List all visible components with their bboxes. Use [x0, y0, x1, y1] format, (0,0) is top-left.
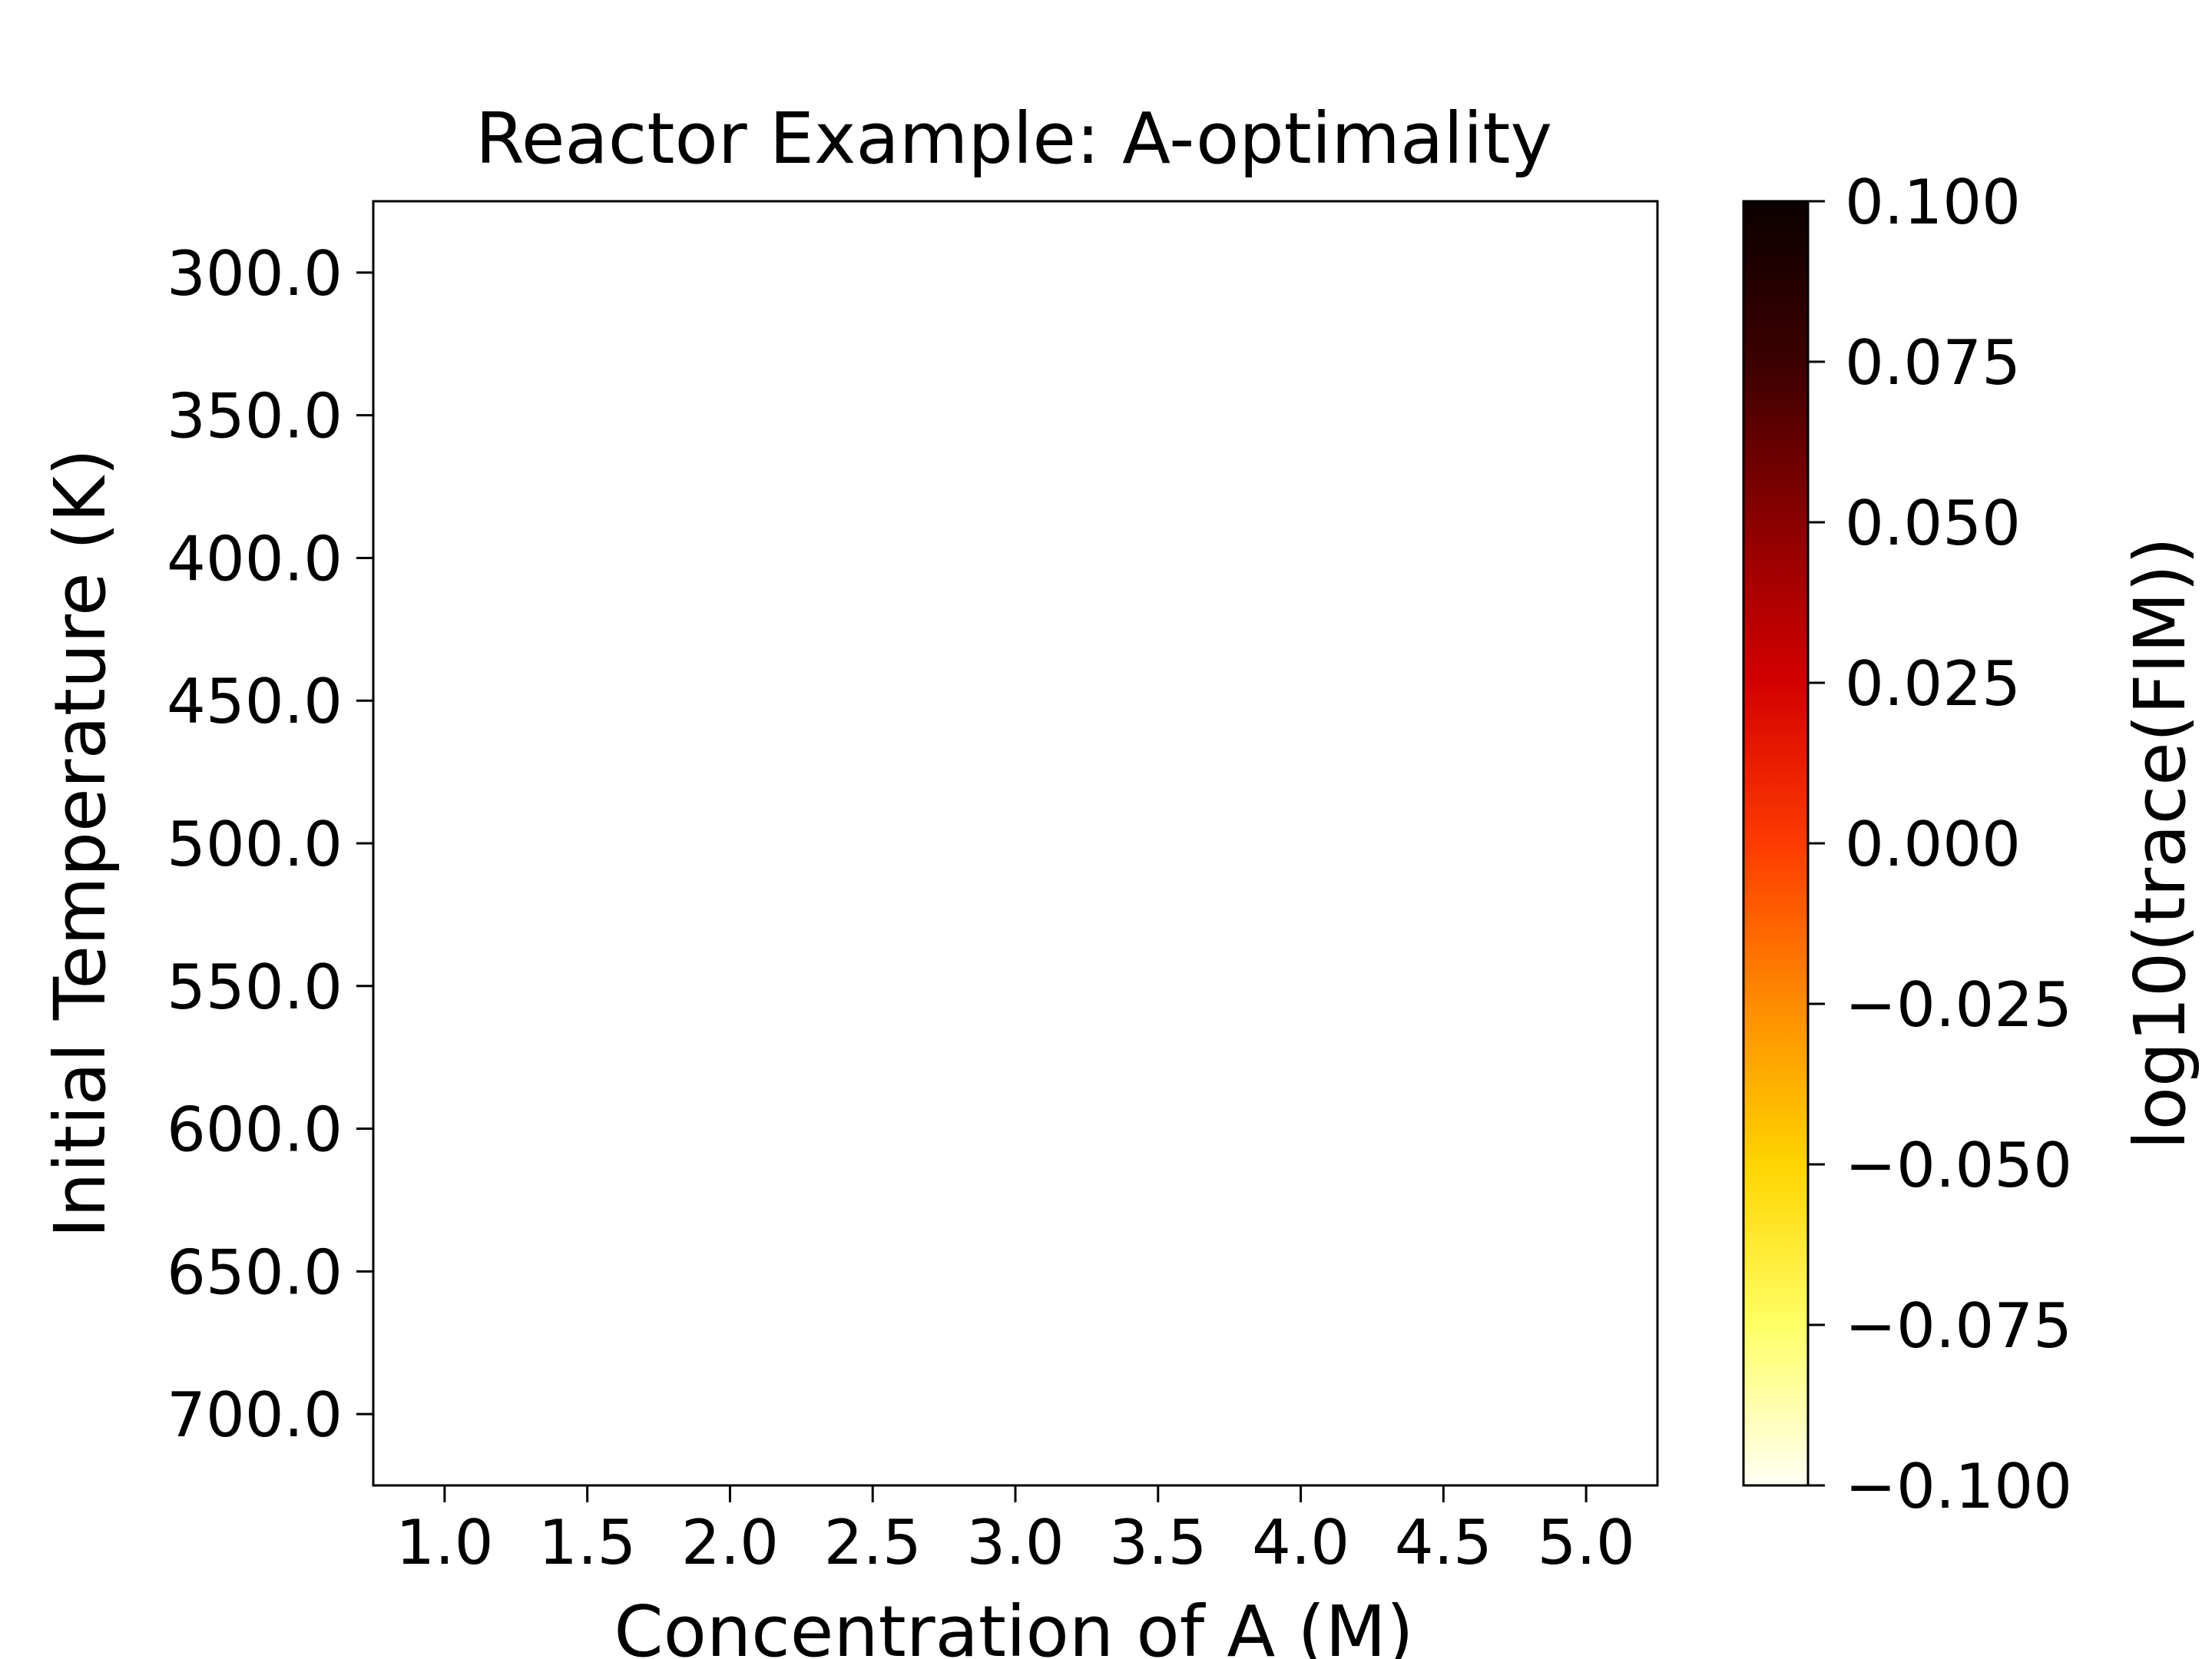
colorbar-tick-label: 0.075 [1845, 327, 2021, 399]
colorbar-tick-label: −0.025 [1845, 969, 2072, 1041]
y-tick-label: 700.0 [167, 1379, 343, 1451]
colorbar-tick-label: −0.100 [1845, 1451, 2072, 1522]
heatmap-plot-area [372, 200, 1659, 1487]
colorbar-tick-label: −0.050 [1845, 1130, 2072, 1201]
x-tick-label: 3.5 [1109, 1507, 1207, 1578]
colorbar-tick-label: 0.025 [1845, 648, 2021, 720]
x-tick-label: 2.5 [824, 1507, 922, 1578]
y-axis-label: Initial Temperature (K) [39, 449, 121, 1238]
y-tick-label: 300.0 [167, 238, 343, 310]
y-tick-label: 650.0 [167, 1237, 343, 1308]
x-tick-label: 4.0 [1252, 1507, 1349, 1578]
colorbar-tick-label: 0.100 [1845, 167, 2021, 238]
x-tick-label: 3.0 [966, 1507, 1064, 1578]
x-tick-label: 2.0 [681, 1507, 779, 1578]
y-tick-label: 500.0 [167, 809, 343, 880]
colorbar-label: log10(trace(FIM)) [2119, 537, 2201, 1150]
y-tick-label: 400.0 [167, 523, 343, 594]
x-axis-label: Concentration of A (M) [614, 1591, 1413, 1659]
y-tick-label: 600.0 [167, 1094, 343, 1166]
y-tick-label: 550.0 [167, 952, 343, 1023]
x-tick-label: 1.5 [538, 1507, 636, 1578]
colorbar-tick-label: −0.075 [1845, 1290, 2072, 1362]
y-axis: 300.0 350.0 400.0 450.0 500.0 550.0 600.0 650.0… [167, 238, 373, 1451]
chart-title: Reactor Example: A-optimality [475, 98, 1552, 180]
x-tick-label: 4.5 [1395, 1507, 1492, 1578]
x-tick-label: 1.0 [396, 1507, 493, 1578]
y-tick-label: 350.0 [167, 381, 343, 452]
colorbar-tick-label: 0.000 [1845, 809, 2021, 880]
y-tick-label: 450.0 [167, 666, 343, 737]
colorbar-tick-label: 0.050 [1845, 488, 2021, 559]
colorbar: 0.100 0.075 0.050 0.025 0.000 −0.025 −0.050 −0.… [1742, 167, 2201, 1522]
colorbar-ticks: 0.100 0.075 0.050 0.025 0.000 −0.025 −0.050 −0.… [1808, 167, 2072, 1522]
plot-background [373, 201, 1657, 1485]
x-axis: 1.0 1.5 2.0 2.5 3.0 3.5 4.0 4.5 5.0 [396, 1485, 1635, 1578]
colorbar-gradient [1743, 201, 1808, 1485]
x-tick-label: 5.0 [1537, 1507, 1634, 1578]
